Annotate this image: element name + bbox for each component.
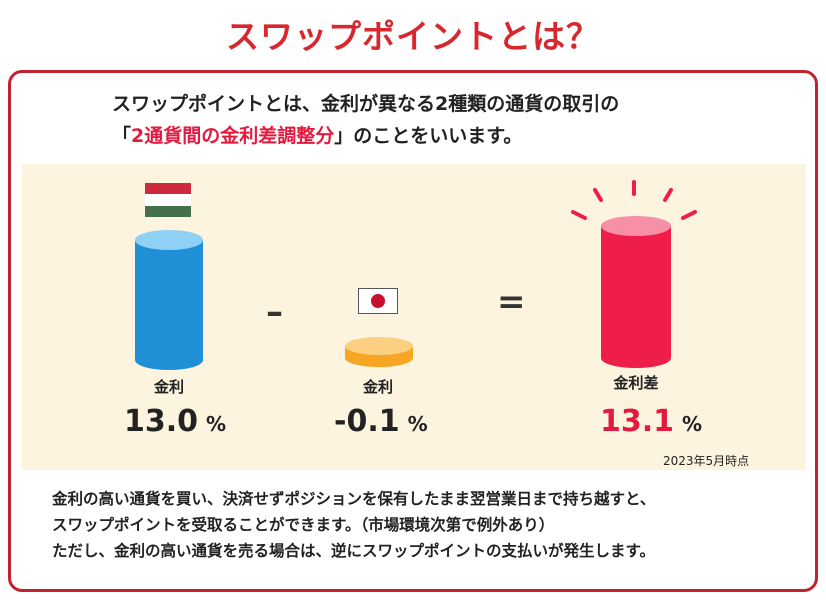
intro-highlight: 2通貨間の金利差調整分 (131, 125, 335, 147)
middle-interest-cylinder (345, 337, 413, 367)
explanation-text: 金利の高い通貨を買い、決済せずポジションを保有したまま翌営業日まで持ち越すと、 … (52, 486, 792, 564)
interest-difference-cylinder (601, 216, 671, 368)
middle-interest-unit: % (407, 412, 428, 436)
left-interest-value: 13.0% (124, 404, 226, 439)
equals-operator: = (497, 282, 526, 322)
minus-operator: – (266, 292, 283, 332)
explanation-line-2: スワップポイントを受取ることができます。（市場環境次第で例外あり） (52, 516, 555, 534)
explanation-line-3: ただし、金利の高い通貨を売る場合は、逆にスワップポイントの支払いが発生します。 (52, 542, 655, 560)
left-interest-unit: % (206, 412, 227, 436)
interest-difference-value: 13.1% (600, 404, 702, 439)
explanation-line-1: 金利の高い通貨を買い、決済せずポジションを保有したまま翌営業日まで持ち越すと、 (52, 490, 656, 508)
middle-interest-value: -0.1% (334, 404, 428, 439)
highlight-burst-icon (571, 180, 697, 220)
interest-difference-unit: % (682, 412, 703, 436)
middle-interest-label: 金利 (362, 378, 393, 396)
intro-open-bracket: 「 (112, 125, 132, 147)
intro-text: スワップポイントとは、金利が異なる2種類の通貨の取引の 「2通貨間の金利差調整分… (112, 88, 752, 152)
interest-difference-label: 金利差 (613, 374, 659, 392)
japan-flag-icon (358, 288, 398, 314)
left-interest-cylinder (135, 230, 203, 370)
page-title: スワップポイントとは？ (226, 17, 600, 56)
intro-line-1: スワップポイントとは、金利が異なる2種類の通貨の取引の (112, 93, 620, 115)
middle-interest-number: -0.1 (334, 404, 400, 439)
intro-line-2-rest: 」のことをいいます。 (334, 125, 523, 147)
interest-difference-number: 13.1 (600, 404, 675, 439)
intro-line-2: 「2通貨間の金利差調整分」のことをいいます。 (112, 120, 752, 152)
left-interest-label: 金利 (153, 378, 184, 396)
left-interest-number: 13.0 (124, 404, 199, 439)
date-note: 2023年5月時点 (663, 454, 750, 468)
hungary-flag-icon (145, 183, 191, 217)
